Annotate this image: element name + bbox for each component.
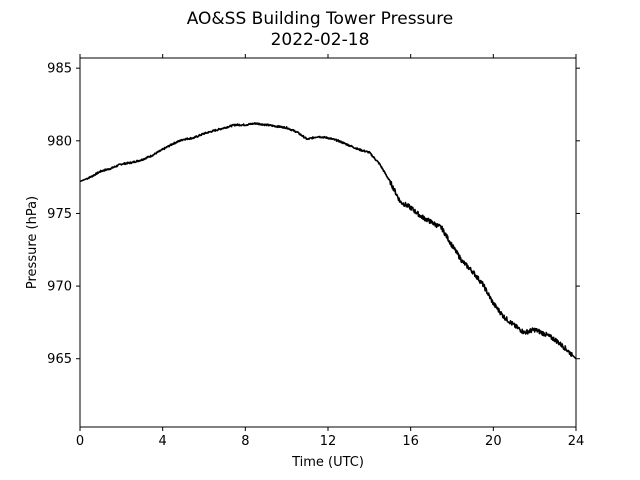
y-axis-label: Pressure (hPa) [25,196,40,289]
y-tick-label: 965 [47,352,72,367]
x-tick-label: 12 [320,434,337,449]
axis-ticks: 0 4 8 12 16 20 24 965 970 975 980 985 [47,54,584,449]
y-tick-label: 975 [47,207,72,222]
x-tick-label: 4 [159,434,167,449]
x-tick-label: 24 [568,434,585,449]
pressure-series-line [79,122,577,360]
x-tick-label: 0 [76,434,84,449]
y-tick-label: 985 [47,62,72,77]
x-axis-label: Time (UTC) [291,455,364,470]
x-tick-label: 20 [485,434,502,449]
y-tick-label: 980 [47,134,72,149]
chart-subtitle: 2022-02-18 [271,30,370,50]
x-tick-label: 8 [241,434,249,449]
x-tick-label: 16 [402,434,419,449]
y-tick-label: 970 [47,280,72,295]
plot-frame [79,57,577,428]
chart-title: AO&SS Building Tower Pressure [187,9,454,29]
